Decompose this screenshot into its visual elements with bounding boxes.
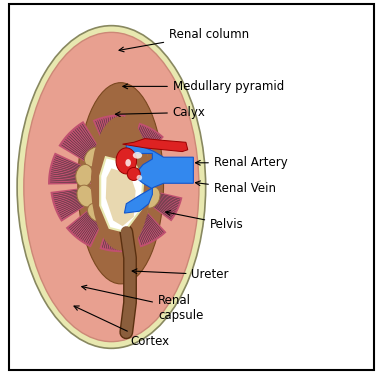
- Polygon shape: [66, 191, 115, 248]
- Text: Renal Artery: Renal Artery: [195, 156, 288, 169]
- Ellipse shape: [116, 148, 137, 174]
- Polygon shape: [79, 184, 112, 206]
- Polygon shape: [128, 186, 158, 206]
- Ellipse shape: [91, 116, 151, 250]
- Polygon shape: [51, 185, 110, 222]
- Polygon shape: [83, 146, 115, 178]
- Polygon shape: [124, 123, 164, 174]
- Ellipse shape: [76, 165, 93, 187]
- Polygon shape: [104, 142, 124, 174]
- Polygon shape: [88, 190, 116, 222]
- Ellipse shape: [127, 145, 148, 163]
- Polygon shape: [100, 157, 143, 232]
- Ellipse shape: [85, 147, 104, 167]
- Ellipse shape: [137, 175, 142, 181]
- Ellipse shape: [127, 168, 140, 181]
- Ellipse shape: [142, 187, 160, 208]
- Polygon shape: [124, 144, 193, 213]
- Text: Renal
capsule: Renal capsule: [82, 285, 203, 322]
- Ellipse shape: [24, 33, 199, 341]
- Text: Medullary pyramid: Medullary pyramid: [123, 80, 284, 93]
- Polygon shape: [59, 121, 114, 177]
- Ellipse shape: [103, 138, 125, 155]
- Polygon shape: [106, 168, 136, 226]
- Polygon shape: [100, 196, 130, 252]
- Polygon shape: [48, 153, 109, 184]
- Polygon shape: [124, 193, 167, 248]
- Text: Renal column: Renal column: [119, 28, 249, 52]
- Polygon shape: [93, 114, 126, 171]
- Polygon shape: [123, 138, 188, 151]
- Text: Pelvis: Pelvis: [165, 211, 244, 231]
- Ellipse shape: [77, 185, 95, 207]
- Ellipse shape: [106, 212, 129, 229]
- Polygon shape: [77, 165, 111, 184]
- Polygon shape: [124, 191, 148, 222]
- Polygon shape: [131, 186, 182, 221]
- Text: Ureter: Ureter: [132, 268, 229, 281]
- Polygon shape: [123, 147, 147, 176]
- Ellipse shape: [88, 203, 108, 222]
- Polygon shape: [108, 193, 126, 225]
- Ellipse shape: [127, 203, 148, 221]
- Text: Renal Vein: Renal Vein: [195, 181, 276, 195]
- Ellipse shape: [17, 26, 206, 348]
- Text: Cortex: Cortex: [74, 306, 169, 348]
- Ellipse shape: [78, 83, 164, 284]
- Text: Calyx: Calyx: [115, 106, 206, 119]
- Ellipse shape: [133, 152, 142, 159]
- Ellipse shape: [125, 159, 131, 166]
